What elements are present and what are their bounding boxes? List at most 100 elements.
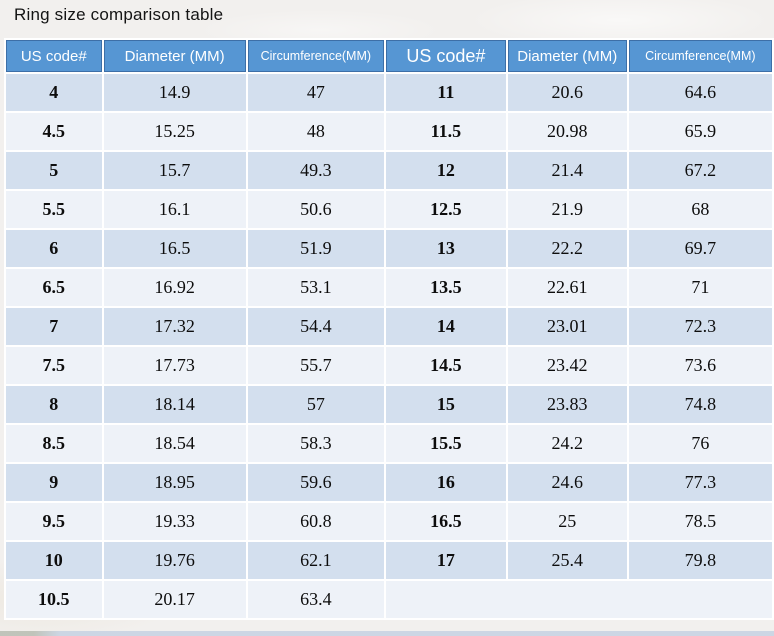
diameter-cell: 18.54: [103, 425, 246, 462]
column-header-circumference: Circumference(MM): [628, 40, 772, 72]
circumference-cell: 79.8: [628, 542, 772, 579]
us-code-cell: 6.5: [6, 269, 102, 306]
diameter-cell: 25: [507, 503, 627, 540]
us-code-cell: 15.5: [385, 425, 506, 462]
circumference-cell: 72.3: [628, 308, 772, 345]
column-header-us-code: US code#: [6, 40, 102, 72]
circumference-cell: 53.1: [247, 269, 384, 306]
us-code-cell: 5.5: [6, 191, 102, 228]
circumference-cell: 77.3: [628, 464, 772, 501]
table-row: 10 19.76 62.1 17 25.4 79.8: [6, 542, 772, 579]
circumference-cell: 47: [247, 74, 384, 111]
table-row: 9.5 19.33 60.8 16.5 25 78.5: [6, 503, 772, 540]
table-row: 4 14.9 47 11 20.6 64.6: [6, 74, 772, 111]
diameter-cell: 18.95: [103, 464, 246, 501]
circumference-cell: 62.1: [247, 542, 384, 579]
us-code-cell: 7: [6, 308, 102, 345]
circumference-cell: 57: [247, 386, 384, 423]
diameter-cell: 21.9: [507, 191, 627, 228]
diameter-cell: 17.73: [103, 347, 246, 384]
table-row: 4.5 15.25 48 11.5 20.98 65.9: [6, 113, 772, 150]
diameter-cell: 23.42: [507, 347, 627, 384]
circumference-cell: 64.6: [628, 74, 772, 111]
column-header-diameter: Diameter (MM): [507, 40, 627, 72]
us-code-cell: 10: [6, 542, 102, 579]
circumference-cell: 68: [628, 191, 772, 228]
table-body: 4 14.9 47 11 20.6 64.6 4.5 15.25 48 11.5 20.98 65.9…: [6, 74, 772, 618]
us-code-cell: 13: [385, 230, 506, 267]
diameter-cell: 24.2: [507, 425, 627, 462]
us-code-cell: 16: [385, 464, 506, 501]
diameter-cell: 14.9: [103, 74, 246, 111]
circumference-cell: 65.9: [628, 113, 772, 150]
circumference-cell: 71: [628, 269, 772, 306]
circumference-cell: 51.9: [247, 230, 384, 267]
us-code-cell: 8: [6, 386, 102, 423]
diameter-cell: 19.76: [103, 542, 246, 579]
us-code-cell: 10.5: [6, 581, 102, 618]
us-code-cell: 17: [385, 542, 506, 579]
diameter-cell: 22.61: [507, 269, 627, 306]
circumference-cell: 55.7: [247, 347, 384, 384]
us-code-cell: 6: [6, 230, 102, 267]
us-code-cell: 5: [6, 152, 102, 189]
column-header-us-code: US code#: [385, 40, 506, 72]
diameter-cell: 23.01: [507, 308, 627, 345]
bottom-edge-strip: [0, 631, 774, 636]
diameter-cell: 15.7: [103, 152, 246, 189]
diameter-cell: 15.25: [103, 113, 246, 150]
us-code-cell: 15: [385, 386, 506, 423]
diameter-cell: 20.98: [507, 113, 627, 150]
us-code-cell: 12.5: [385, 191, 506, 228]
table-row: 5 15.7 49.3 12 21.4 67.2: [6, 152, 772, 189]
table-row: 8.5 18.54 58.3 15.5 24.2 76: [6, 425, 772, 462]
page-title: Ring size comparison table: [14, 5, 224, 24]
diameter-cell: 19.33: [103, 503, 246, 540]
diameter-cell: 20.6: [507, 74, 627, 111]
column-header-diameter: Diameter (MM): [103, 40, 246, 72]
circumference-cell: 69.7: [628, 230, 772, 267]
diameter-cell: 16.5: [103, 230, 246, 267]
us-code-cell: 9: [6, 464, 102, 501]
circumference-cell: 58.3: [247, 425, 384, 462]
circumference-cell: 63.4: [247, 581, 384, 618]
empty-cell: [385, 581, 772, 618]
us-code-cell: 4: [6, 74, 102, 111]
circumference-cell: 74.8: [628, 386, 772, 423]
table-row: 9 18.95 59.6 16 24.6 77.3: [6, 464, 772, 501]
diameter-cell: 23.83: [507, 386, 627, 423]
circumference-cell: 73.6: [628, 347, 772, 384]
diameter-cell: 25.4: [507, 542, 627, 579]
us-code-cell: 8.5: [6, 425, 102, 462]
us-code-cell: 12: [385, 152, 506, 189]
diameter-cell: 21.4: [507, 152, 627, 189]
us-code-cell: 11: [385, 74, 506, 111]
us-code-cell: 11.5: [385, 113, 506, 150]
diameter-cell: 24.6: [507, 464, 627, 501]
table-row: 10.5 20.17 63.4: [6, 581, 772, 618]
circumference-cell: 76: [628, 425, 772, 462]
diameter-cell: 22.2: [507, 230, 627, 267]
circumference-cell: 54.4: [247, 308, 384, 345]
us-code-cell: 14: [385, 308, 506, 345]
us-code-cell: 7.5: [6, 347, 102, 384]
us-code-cell: 14.5: [385, 347, 506, 384]
circumference-cell: 48: [247, 113, 384, 150]
header-row: US code# Diameter (MM) Circumference(MM) US…: [6, 40, 772, 72]
circumference-cell: 50.6: [247, 191, 384, 228]
table-row: 5.5 16.1 50.6 12.5 21.9 68: [6, 191, 772, 228]
table-row: 7 17.32 54.4 14 23.01 72.3: [6, 308, 772, 345]
circumference-cell: 59.6: [247, 464, 384, 501]
us-code-cell: 13.5: [385, 269, 506, 306]
diameter-cell: 18.14: [103, 386, 246, 423]
table-row: 8 18.14 57 15 23.83 74.8: [6, 386, 772, 423]
diameter-cell: 17.32: [103, 308, 246, 345]
us-code-cell: 16.5: [385, 503, 506, 540]
table-row: 6.5 16.92 53.1 13.5 22.61 71: [6, 269, 772, 306]
us-code-cell: 9.5: [6, 503, 102, 540]
diameter-cell: 16.92: [103, 269, 246, 306]
circumference-cell: 78.5: [628, 503, 772, 540]
column-header-circumference: Circumference(MM): [247, 40, 384, 72]
circumference-cell: 49.3: [247, 152, 384, 189]
